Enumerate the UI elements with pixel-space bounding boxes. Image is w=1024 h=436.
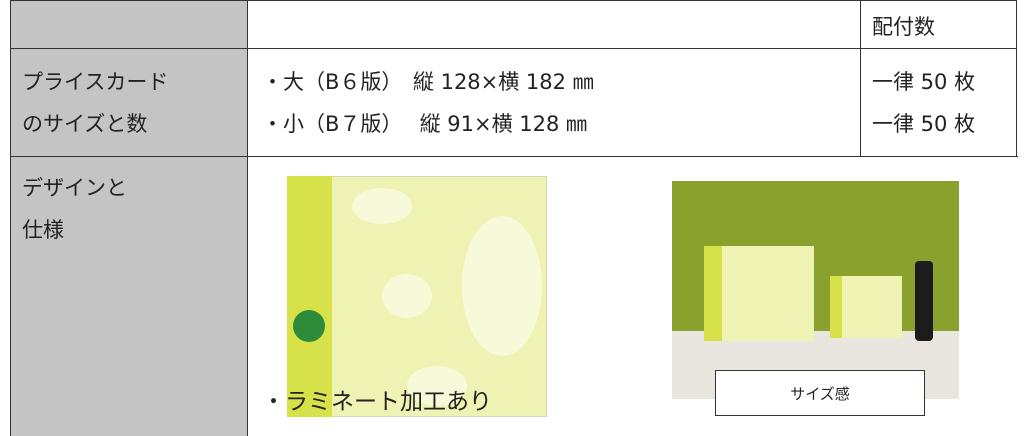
count-text: 一律 50 枚	[872, 112, 976, 136]
header-cell	[247, 0, 861, 48]
cell	[860, 48, 1017, 157]
spec-text: ・ラミネート加工あり	[262, 389, 492, 415]
count-text: 一律 50 枚	[872, 70, 976, 94]
card-image	[287, 176, 547, 417]
size-text: ・小（B７版） 縦 91×横 128 ㎜	[262, 112, 588, 136]
row-header	[10, 48, 248, 157]
size-text: ・大（B６版） 縦 128×横 182 ㎜	[262, 70, 594, 94]
row-label: のサイズと数	[22, 112, 148, 136]
cell	[247, 48, 861, 157]
caption: サイズ感	[715, 370, 925, 416]
row-label: デザインと	[22, 176, 127, 200]
header-text: 配付数	[872, 15, 935, 39]
row-label: 仕様	[22, 218, 64, 242]
photo	[672, 181, 959, 399]
cell	[247, 156, 1018, 436]
header-cell	[10, 0, 248, 48]
row-label: プライスカード	[22, 70, 169, 94]
header-cell	[860, 0, 1017, 48]
row-header	[10, 156, 248, 436]
